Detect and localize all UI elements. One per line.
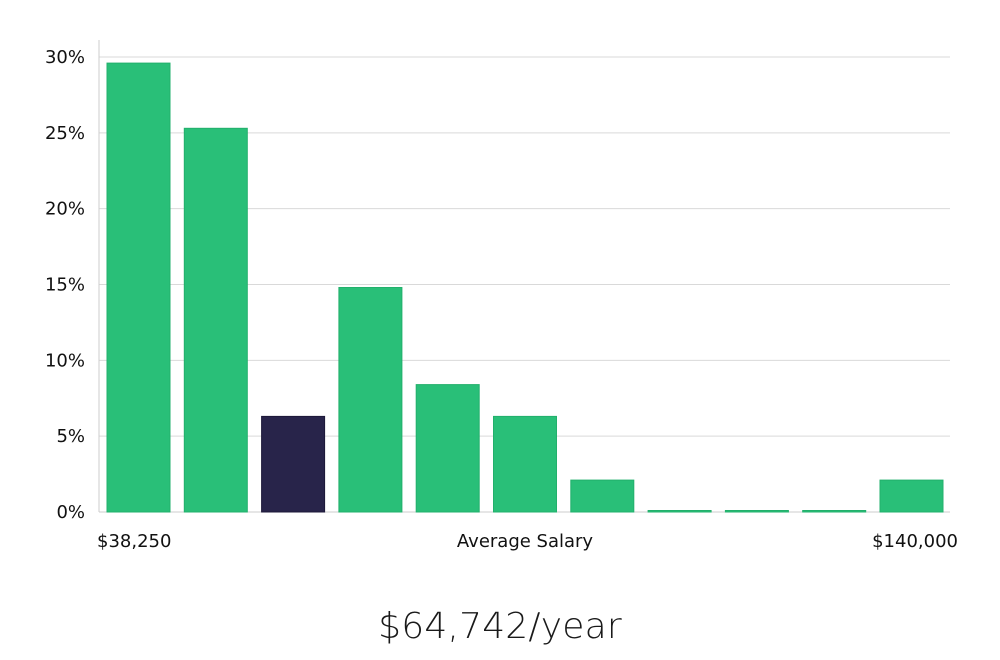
y-tick-label: 15% [45,275,85,296]
bar [724,510,789,513]
x-max-label: $140,000 [872,531,958,552]
x-min-label: $38,250 [97,531,171,552]
bar [879,479,944,513]
y-tick-label: 25% [45,123,85,144]
bar [647,510,712,513]
bar [802,510,867,513]
bar [493,415,557,513]
bar [183,127,248,513]
salary-histogram: 0% 5% 10% 15% 20% 25% 30% $38,250 Average Sala… [45,40,958,552]
y-tick-label: 20% [45,199,85,220]
average-salary-headline: $64,742/year [378,606,622,647]
bars [106,62,944,513]
y-tick-labels: 0% 5% 10% 15% 20% 25% 30% [45,47,85,523]
bar [415,384,480,513]
y-tick-label: 10% [45,350,85,371]
y-tick-label: 5% [56,426,85,447]
y-tick-label: 30% [45,47,85,68]
bar [570,479,635,513]
bar [338,287,403,513]
y-tick-label: 0% [56,502,85,523]
x-axis-title: Average Salary [457,531,594,552]
bar [106,62,171,513]
bar-highlighted [261,415,326,513]
